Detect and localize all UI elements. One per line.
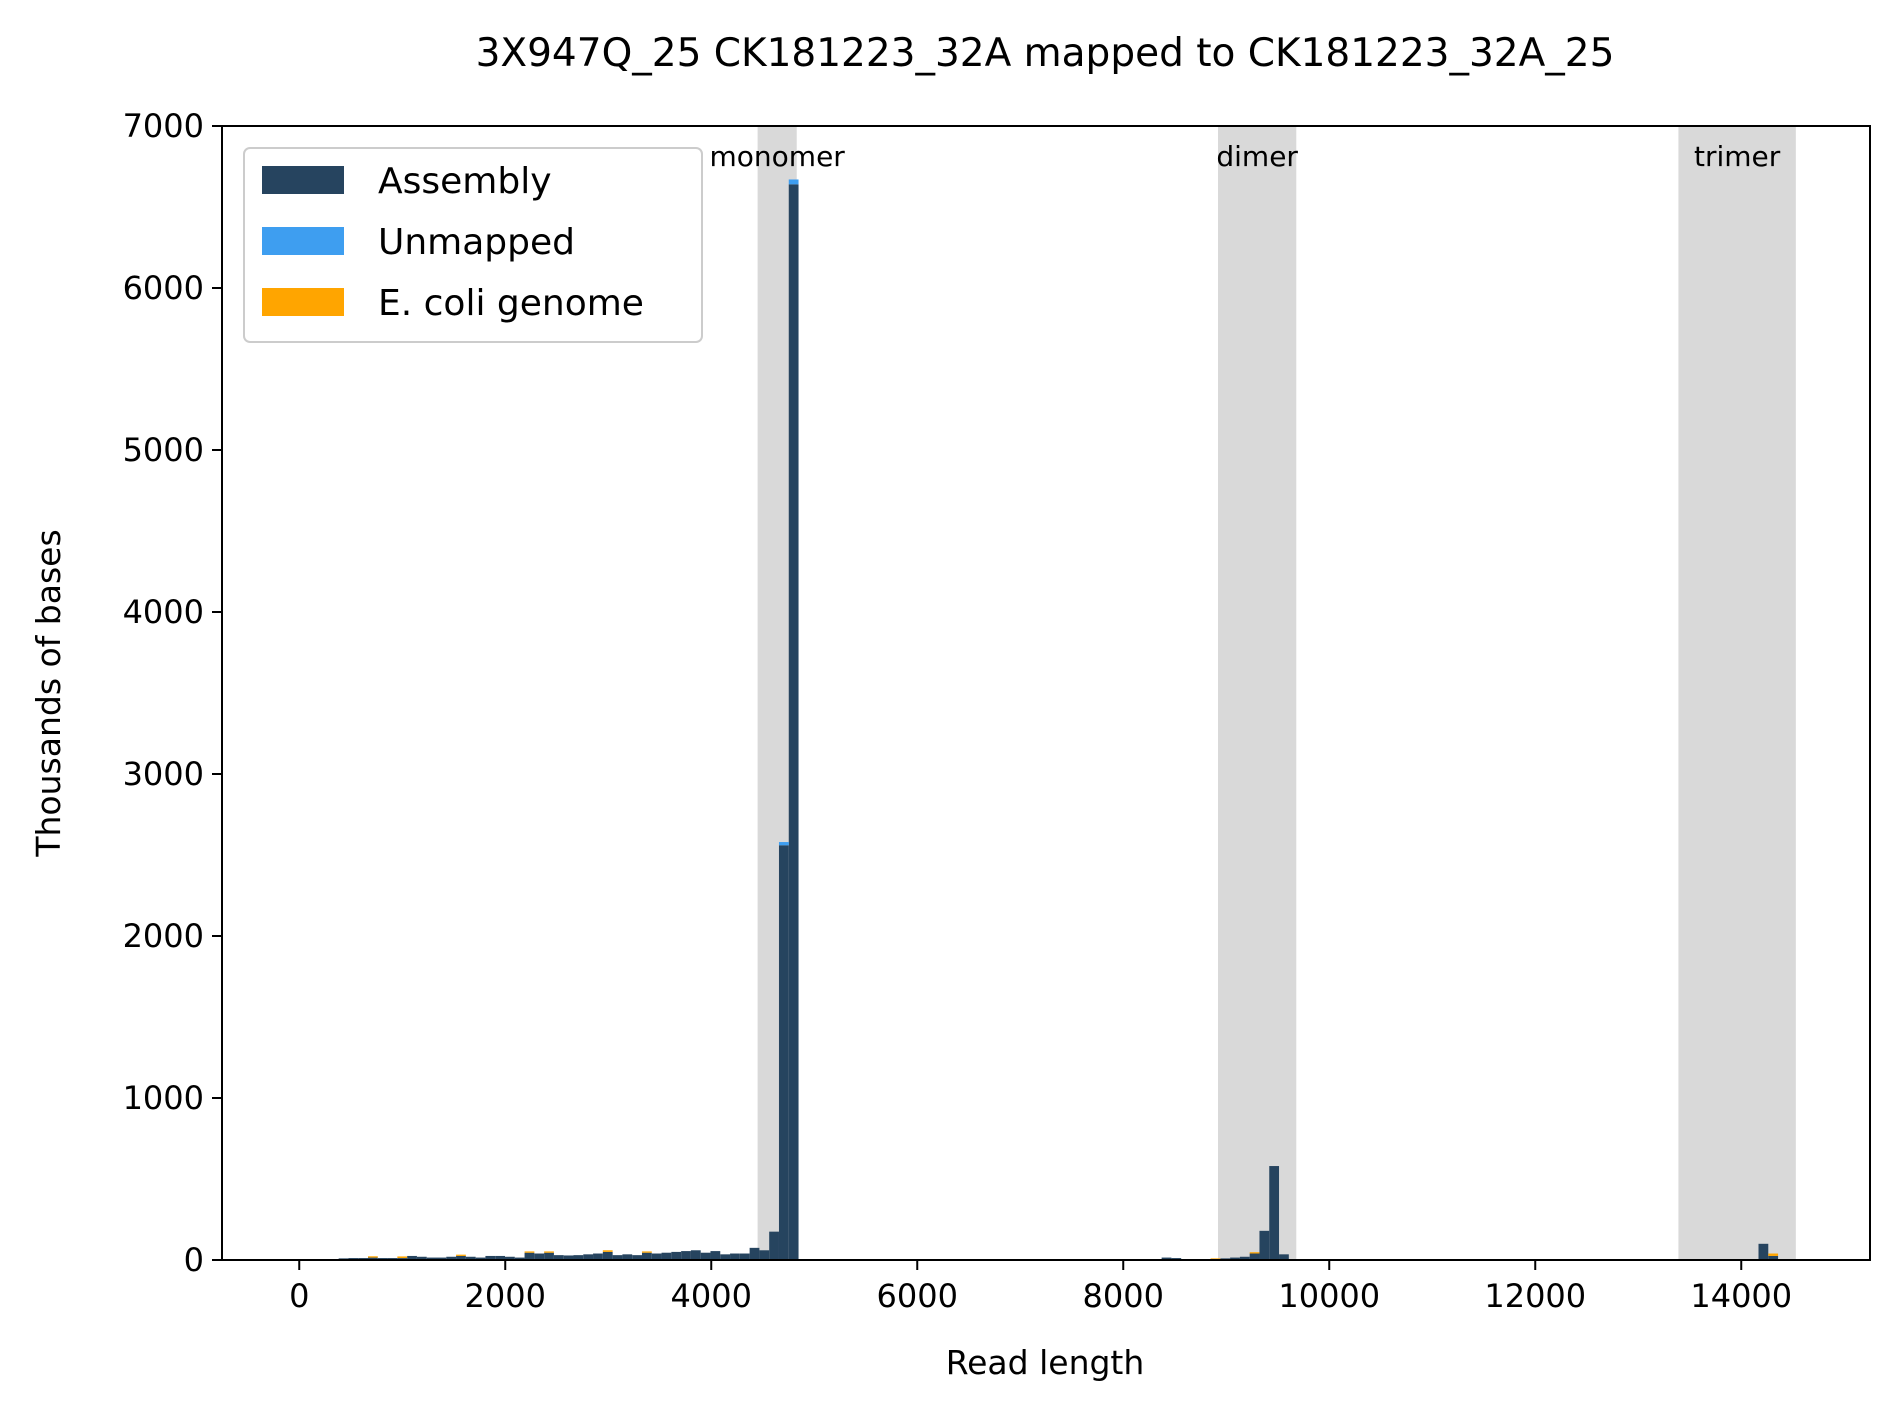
bar-assembly [651,1253,662,1260]
x-axis-label: Read length [946,1343,1145,1382]
x-tick-label: 8000 [1083,1277,1164,1315]
legend-swatch-ecoli [262,288,344,316]
bar-assembly [1768,1255,1779,1260]
bar-assembly [583,1254,594,1260]
band-dimer [1218,126,1297,1260]
legend-label-ecoli: E. coli genome [378,283,644,324]
bar-assembly [524,1252,535,1260]
region-bands [757,126,1796,1260]
bar-assembly [534,1253,545,1260]
bar-assembly [720,1254,731,1260]
bar-assembly [416,1256,427,1260]
bar-assembly [778,845,789,1260]
bar-assembly [1161,1257,1172,1260]
bar-assembly [1249,1253,1260,1260]
legend-box [243,147,703,343]
band-label-dimer: dimer [1216,140,1298,173]
bar-assembly [436,1257,447,1260]
bar-ecoli [524,1251,535,1253]
band-label-trimer: trimer [1694,140,1781,173]
bar-assembly [759,1250,770,1260]
legend-swatch-unmapped [262,227,344,255]
bar-assembly [514,1257,525,1260]
bar-assembly [426,1257,437,1260]
bar-assembly [485,1255,496,1260]
y-axis-ticks: 0 1000 2000 3000 4000 5000 6000 7000 [123,107,222,1279]
bar-assembly [788,184,799,1260]
bar-assembly [749,1247,760,1260]
bar-ecoli [602,1250,613,1252]
bar-assembly [553,1255,564,1260]
bar-assembly [544,1252,554,1260]
y-tick-label: 4000 [123,593,204,631]
bar-assembly [671,1251,682,1260]
x-tick-label: 12000 [1484,1277,1586,1315]
band-label-monomer: monomer [710,140,846,173]
y-tick-label: 3000 [123,755,204,793]
bar-assembly [573,1255,584,1260]
chart-title: 3X947Q_25 CK181223_32A mapped to CK18122… [476,31,1615,76]
bar-assembly [475,1257,486,1260]
bar-assembly [495,1255,505,1260]
x-axis-ticks: 0 2000 4000 6000 8000 10000 12000 14000 [289,1260,1792,1315]
bar-assembly [1259,1230,1270,1260]
legend-swatch-assembly [262,166,344,194]
bar-assembly [632,1255,642,1260]
bar-ecoli [397,1256,408,1259]
bar-assembly [1269,1166,1280,1260]
y-tick-label: 6000 [123,269,204,307]
bar-assembly [681,1251,691,1260]
bar-assembly [730,1253,740,1260]
x-tick-label: 10000 [1278,1277,1380,1315]
legend: Assembly Unmapped E. coli genome [243,147,703,343]
y-axis-label: Thousands of bases [29,529,68,857]
band-trimer [1678,126,1796,1260]
bar-assembly [690,1250,701,1260]
bar-assembly [563,1255,574,1260]
bar-assembly [700,1252,711,1260]
bar-assembly [641,1252,652,1260]
bar-assembly [1230,1257,1240,1260]
bar-assembly [612,1255,623,1260]
bar-assembly [407,1255,417,1260]
bar-assembly [504,1256,515,1260]
bar-assembly [769,1231,779,1260]
y-tick-label: 2000 [123,917,204,955]
y-tick-label: 0 [184,1241,204,1279]
y-tick-label: 7000 [123,107,204,145]
bar-assembly [710,1251,721,1260]
x-tick-label: 4000 [671,1277,752,1315]
bar-assembly [1279,1254,1289,1260]
x-tick-label: 6000 [877,1277,958,1315]
bar-assembly [1758,1243,1769,1260]
bar-ecoli [456,1254,466,1256]
bar-ecoli [641,1251,652,1253]
x-tick-label: 14000 [1690,1277,1792,1315]
x-tick-label: 2000 [465,1277,546,1315]
x-tick-label: 0 [289,1277,309,1315]
bar-ecoli [1249,1252,1260,1254]
bar-assembly [739,1253,750,1260]
bar-assembly [622,1254,633,1260]
bar-assembly [661,1252,672,1260]
bar-unmapped [778,842,789,846]
y-tick-label: 5000 [123,431,204,469]
plot-frame [221,125,1871,1261]
band-labels: monomer dimer trimer [710,140,1781,173]
bar-assembly [456,1255,466,1260]
bar-ecoli [1768,1253,1779,1256]
y-tick-label: 1000 [123,1079,204,1117]
bar-assembly [465,1256,476,1260]
legend-label-assembly: Assembly [378,161,552,202]
bar-assembly [446,1256,457,1260]
bar-assembly [368,1257,378,1260]
bar-assembly [1239,1256,1250,1260]
bar-ecoli [544,1251,554,1253]
bar-ecoli [368,1256,378,1258]
bar-unmapped [788,179,799,185]
legend-label-unmapped: Unmapped [378,222,575,263]
bar-assembly [593,1253,603,1260]
bar-assembly [602,1251,613,1260]
